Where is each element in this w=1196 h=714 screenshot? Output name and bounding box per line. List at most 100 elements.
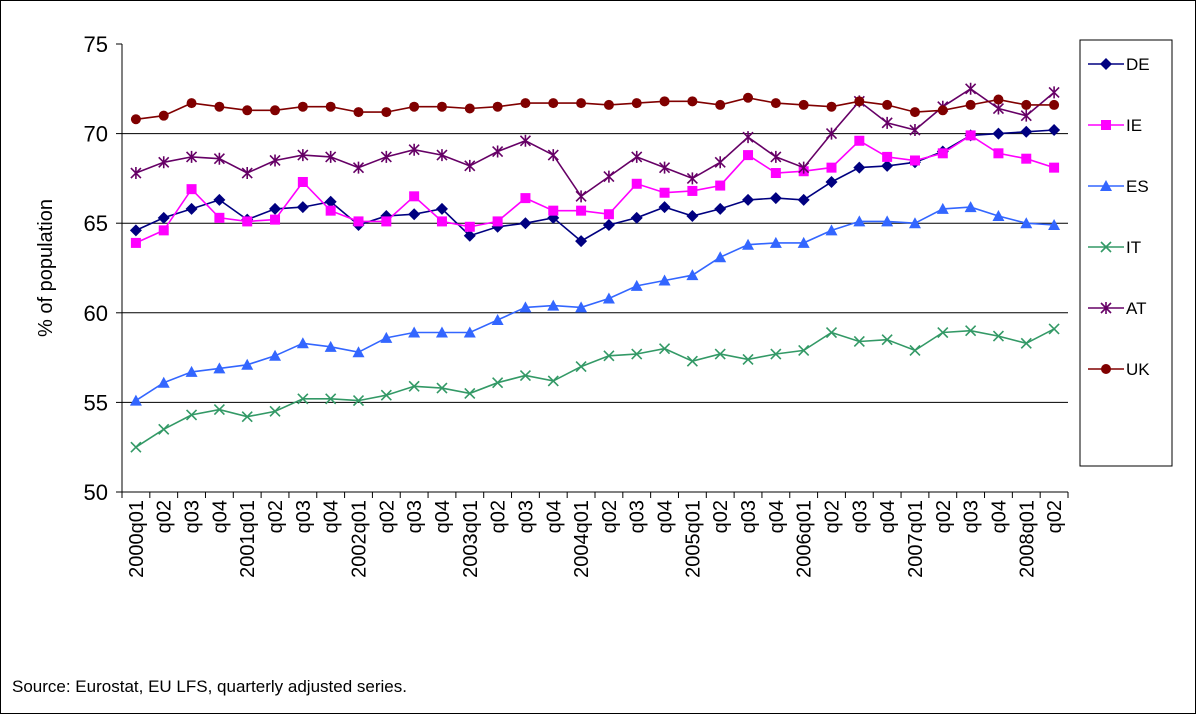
legend-marker-de	[1100, 58, 1112, 70]
point-uk	[297, 101, 308, 112]
point-de	[769, 192, 782, 205]
point-uk	[242, 105, 253, 116]
point-es	[686, 269, 699, 281]
point-es	[296, 337, 309, 349]
point-de	[881, 159, 894, 172]
point-de	[296, 201, 309, 214]
x-tick-label: 2004q01	[571, 500, 593, 578]
point-uk	[965, 99, 976, 110]
point-de	[185, 202, 198, 215]
series-uk	[130, 92, 1060, 125]
point-ie	[353, 216, 364, 227]
x-tick-label: 2003q01	[460, 500, 482, 578]
point-it	[714, 348, 726, 360]
point-es	[463, 326, 476, 338]
point-at	[825, 127, 838, 140]
point-it	[631, 348, 643, 360]
series-de	[129, 124, 1061, 248]
x-tick-label: q02	[154, 500, 176, 533]
point-it	[158, 423, 170, 435]
series-at	[130, 82, 1060, 203]
point-es	[519, 301, 532, 313]
point-at	[492, 145, 504, 158]
point-it	[408, 380, 420, 392]
point-uk	[130, 114, 141, 125]
point-at	[686, 172, 698, 185]
point-it	[325, 393, 337, 405]
point-at	[575, 190, 587, 203]
point-it	[853, 335, 865, 348]
x-tick-label: 2002q01	[349, 500, 371, 578]
x-tick-label: 2008q01	[1016, 500, 1038, 578]
x-tick-label: q04	[988, 500, 1010, 533]
point-uk	[798, 99, 809, 110]
point-es	[797, 236, 810, 248]
point-de	[658, 201, 671, 214]
y-tick-label: 60	[84, 301, 108, 326]
point-ie	[325, 205, 336, 216]
point-uk	[603, 99, 614, 110]
point-uk	[520, 98, 531, 109]
point-uk	[576, 98, 587, 109]
point-es	[352, 346, 365, 358]
point-ie	[1049, 162, 1060, 173]
point-ie	[715, 180, 726, 191]
point-es	[1048, 218, 1061, 230]
legend-label-it: IT	[1126, 238, 1141, 257]
point-de	[408, 208, 421, 221]
point-de	[575, 235, 588, 248]
point-de	[519, 217, 532, 230]
x-tick-label: q04	[655, 500, 677, 533]
series-it	[130, 323, 1060, 453]
point-es	[881, 215, 894, 227]
point-ie	[242, 216, 253, 227]
point-at	[241, 167, 253, 180]
point-at	[130, 167, 142, 180]
point-es	[630, 279, 643, 291]
y-tick-label: 55	[84, 390, 108, 415]
point-at	[380, 150, 392, 163]
point-es	[658, 274, 671, 286]
point-ie	[464, 221, 475, 232]
point-uk	[770, 98, 781, 109]
point-at	[881, 116, 893, 129]
point-uk	[715, 99, 726, 110]
x-tick-label: q02	[488, 500, 510, 533]
point-ie	[965, 130, 976, 141]
series-line-es	[135, 206, 1055, 402]
point-it	[1048, 323, 1060, 335]
point-de	[213, 193, 226, 206]
point-es	[769, 236, 782, 248]
point-it	[464, 387, 476, 400]
point-ie	[603, 209, 614, 220]
point-es	[742, 238, 755, 250]
point-uk	[464, 103, 475, 114]
x-tick-label: q02	[710, 500, 732, 533]
point-at	[297, 149, 309, 162]
point-at	[408, 143, 420, 156]
point-es	[936, 202, 949, 214]
point-es	[435, 326, 448, 338]
point-es	[157, 376, 170, 388]
point-it	[686, 355, 698, 367]
series-es	[129, 201, 1061, 406]
point-de	[853, 161, 866, 174]
point-it	[519, 369, 532, 382]
point-ie	[576, 205, 587, 216]
point-es	[714, 251, 727, 263]
point-at	[185, 150, 198, 163]
point-ie	[520, 193, 531, 204]
point-es	[213, 362, 226, 374]
point-es	[491, 313, 504, 325]
point-de	[463, 229, 476, 242]
point-uk	[381, 107, 392, 118]
point-it	[742, 353, 754, 365]
point-de	[742, 193, 755, 206]
legend	[1079, 39, 1173, 467]
point-de	[269, 202, 282, 215]
legend-marker-uk	[1101, 364, 1111, 374]
point-at	[714, 156, 726, 169]
point-uk	[854, 96, 865, 107]
point-uk	[214, 101, 225, 112]
